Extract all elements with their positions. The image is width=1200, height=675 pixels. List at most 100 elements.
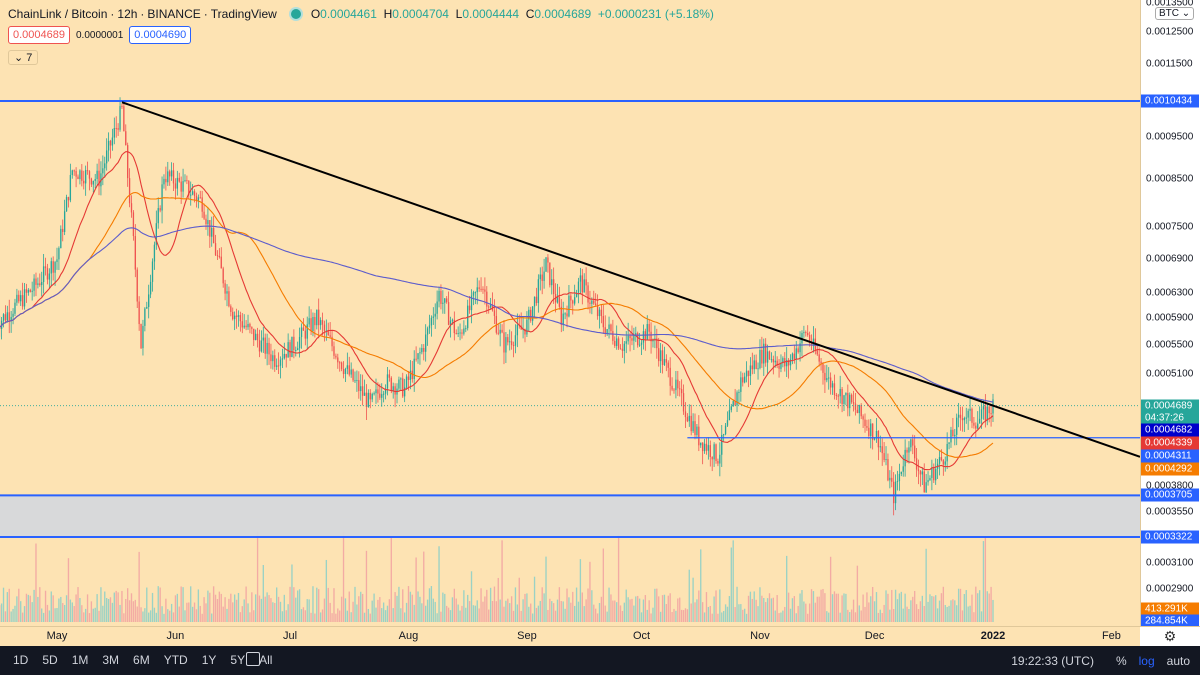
- price-axis[interactable]: 0.0013500 0.0012500 0.0011500 0.0009500 0.00…: [1140, 0, 1200, 628]
- candle-body: [866, 426, 868, 428]
- range-button-3m[interactable]: 3M: [102, 653, 120, 667]
- volume-bar: [29, 595, 31, 622]
- candle-body: [606, 329, 608, 334]
- candle-body: [761, 349, 763, 364]
- interval-label[interactable]: 12h: [117, 7, 138, 21]
- candle-body: [430, 317, 433, 326]
- volume-bar: [451, 597, 454, 622]
- candle-body: [978, 418, 981, 424]
- settings-gear-icon[interactable]: ⚙: [1140, 626, 1200, 646]
- buy-price-button[interactable]: 0.0004690: [129, 26, 192, 44]
- volume-bar: [400, 608, 402, 622]
- volume-bar: [516, 604, 519, 622]
- candle-body: [889, 477, 891, 481]
- volume-bar: [169, 610, 171, 622]
- volume-bar: [713, 596, 715, 622]
- volume-bar: [721, 612, 723, 622]
- volume-bar: [552, 603, 555, 622]
- candle-body: [854, 403, 857, 410]
- candle-body: [21, 295, 24, 307]
- candle-body: [77, 176, 79, 180]
- clock-label[interactable]: 19:22:33 (UTC): [1011, 653, 1094, 668]
- range-button-1d[interactable]: 1D: [13, 653, 29, 667]
- log-toggle[interactable]: log: [1138, 653, 1155, 668]
- auto-toggle[interactable]: auto: [1166, 653, 1190, 668]
- candle-body: [591, 300, 593, 304]
- indicators-toggle-button[interactable]: ⌄ 7: [8, 50, 39, 65]
- candle-body: [864, 419, 866, 427]
- candle-body: [875, 431, 878, 439]
- price-tick-label: 0.0013500: [1146, 0, 1194, 9]
- price-chart[interactable]: [0, 0, 1140, 626]
- candle-body: [805, 332, 807, 334]
- volume-bar: [233, 594, 236, 622]
- volume-bar: [67, 558, 70, 622]
- candle-body: [988, 406, 990, 414]
- volume-bar: [705, 592, 708, 622]
- candle-body: [421, 348, 423, 353]
- candle-body: [331, 336, 333, 347]
- candle-body: [92, 180, 94, 185]
- volume-bar: [148, 612, 150, 622]
- volume-bar: [835, 593, 838, 622]
- currency-selector[interactable]: BTC ⌄: [1155, 7, 1195, 20]
- candle-body: [881, 446, 883, 454]
- range-button-ytd[interactable]: YTD: [163, 653, 188, 667]
- volume-bar: [885, 590, 887, 622]
- volume-bar: [877, 612, 880, 622]
- candle-body: [799, 343, 801, 353]
- candle-body: [350, 369, 352, 375]
- candle-body: [169, 171, 171, 177]
- candle-body: [744, 376, 746, 383]
- date-range-icon[interactable]: [246, 652, 260, 666]
- candle-body: [495, 315, 498, 333]
- volume-bar: [146, 587, 148, 622]
- range-button-5d[interactable]: 5D: [42, 653, 58, 667]
- volume-bar: [35, 543, 37, 622]
- candle-body: [539, 274, 541, 280]
- volume-bar: [239, 612, 242, 622]
- volume-bar: [358, 596, 360, 622]
- price-tick-label: 0.0003100: [1146, 557, 1194, 569]
- volume-bar: [659, 611, 662, 622]
- range-button-6m[interactable]: 6M: [133, 653, 150, 667]
- volume-bar: [220, 593, 222, 622]
- volume-bar: [906, 606, 908, 622]
- volume-bar: [170, 603, 173, 622]
- volume-bar: [610, 594, 612, 622]
- volume-bar: [896, 599, 899, 622]
- volume-bar: [938, 600, 941, 622]
- range-button-1y[interactable]: 1Y: [201, 653, 217, 667]
- volume-bar: [119, 604, 121, 622]
- time-axis[interactable]: May Jun Jul Aug Sep Oct Nov Dec 2022 Feb: [0, 626, 1140, 646]
- candle-body: [885, 459, 887, 461]
- chart-plot-area[interactable]: ChainLink / Bitcoin · 12h · BINANCE · Tr…: [0, 0, 1140, 626]
- volume-bar: [426, 599, 429, 622]
- volume-bar: [413, 604, 415, 622]
- candle-body: [602, 316, 604, 328]
- candle-body: [956, 417, 958, 435]
- volume-bar: [757, 606, 759, 622]
- range-button-5y[interactable]: 5Y: [230, 653, 246, 667]
- candle-body: [446, 298, 448, 303]
- symbol-name[interactable]: ChainLink / Bitcoin: [8, 7, 108, 21]
- percent-toggle[interactable]: %: [1115, 653, 1127, 668]
- volume-bar: [854, 612, 857, 622]
- volume-bar: [20, 601, 22, 622]
- candle-body: [893, 481, 895, 504]
- candle-body: [209, 220, 211, 237]
- candle-body: [818, 354, 820, 362]
- sell-price-button[interactable]: 0.0004689: [8, 26, 70, 44]
- volume-bar: [230, 593, 232, 622]
- candle-body: [115, 128, 117, 130]
- candle-body: [940, 457, 943, 461]
- volume-bar: [470, 571, 473, 622]
- candle-body: [533, 296, 536, 307]
- range-button-1m[interactable]: 1M: [71, 653, 89, 667]
- candle-body: [98, 170, 100, 187]
- volume-bar: [415, 557, 417, 622]
- range-button-all[interactable]: All: [259, 653, 273, 667]
- volume-bar: [688, 569, 690, 622]
- volume-bar: [373, 593, 375, 622]
- volume-bar: [329, 602, 331, 622]
